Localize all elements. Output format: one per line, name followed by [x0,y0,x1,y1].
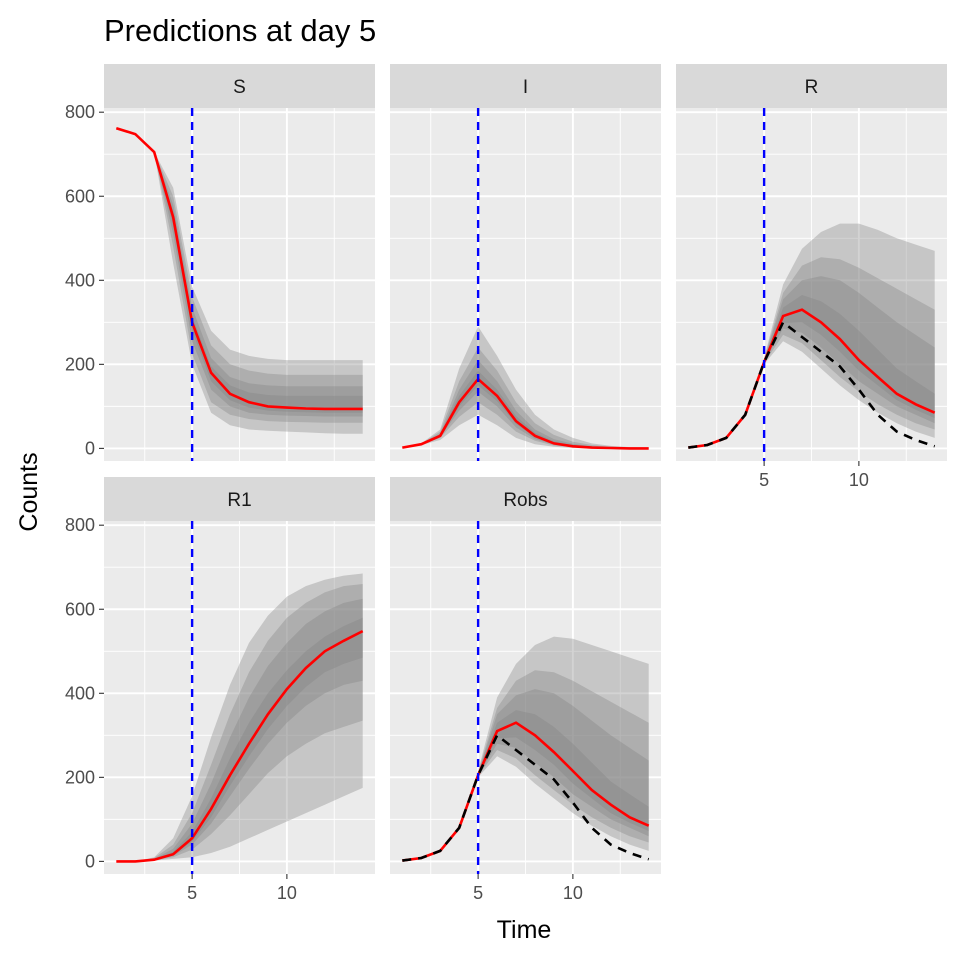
y-tick-label: 200 [65,767,95,787]
y-tick-label: 200 [65,354,95,374]
strip-i [390,64,661,108]
prediction-band-3 [116,128,363,417]
y-tick-label: 400 [65,683,95,703]
prediction-line [402,721,650,862]
prediction-band-3 [402,689,649,861]
strip-r1 [104,477,375,521]
x-axis-title: Time [497,916,552,944]
x-tick-label: 10 [563,883,583,903]
prediction-band-1 [116,573,363,862]
x-tick-label: 5 [187,883,197,903]
x-tick-label: 5 [473,883,483,903]
prediction-band-4 [116,617,363,862]
prediction-line [116,629,364,863]
strip-s [104,64,375,108]
prediction-band-3 [688,276,935,448]
y-tick-label: 800 [65,515,95,535]
y-tick-label: 0 [85,851,95,871]
facet-r1: R1 0 200 400 600 800 5 10 [65,477,375,903]
facet-robs: Robs 5 10 [390,477,661,903]
y-tick-label: 800 [65,102,95,122]
prediction-band-1 [402,326,649,449]
facet-r: R 5 10 [676,64,947,490]
prediction-band-1 [116,128,363,434]
prediction-band-4 [688,295,935,448]
facet-s: S 0 200 400 600 800 [65,64,375,461]
chart-title: Predictions at day 5 [104,13,376,48]
observed-line [402,733,650,862]
strip-label: R1 [227,490,251,511]
y-tick-label: 400 [65,270,95,290]
prediction-band-4 [402,710,649,861]
y-tick-label: 0 [85,438,95,458]
prediction-band-1 [688,223,935,448]
prediction-band-2 [116,128,363,423]
prediction-band-3 [116,598,363,862]
y-tick-label: 600 [65,186,95,206]
prediction-band-2 [688,257,935,448]
prediction-line [688,308,936,449]
prediction-band-1 [402,636,649,861]
prediction-band-2 [116,584,363,862]
observed-line [688,320,936,449]
prediction-line [402,377,649,450]
prediction-band-3 [402,360,649,449]
x-tick-label: 5 [759,470,769,490]
prediction-line [115,126,363,411]
strip-label: I [523,77,528,98]
x-tick-label: 10 [277,883,297,903]
y-tick-label: 600 [65,599,95,619]
strip-r [676,64,947,108]
facet-i: I [390,64,661,461]
strip-robs [390,477,661,521]
strip-label: R [805,77,819,98]
prediction-band-2 [402,670,649,861]
y-axis-title: Counts [15,452,43,531]
strip-label: S [233,77,246,98]
prediction-band-4 [402,370,649,449]
strip-label: Robs [503,490,547,511]
x-tick-label: 10 [849,470,869,490]
